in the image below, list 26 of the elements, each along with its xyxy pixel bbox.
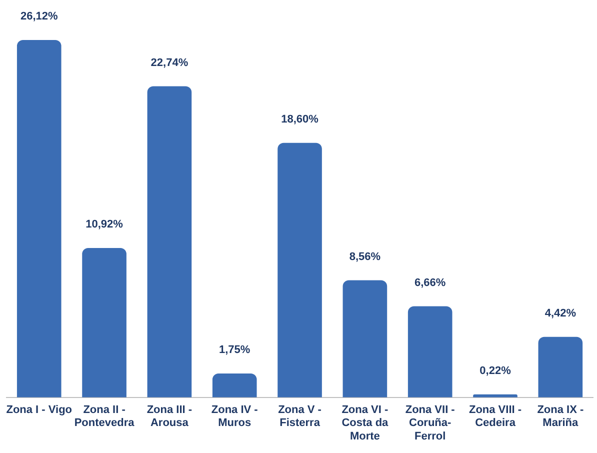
- bar: [212, 373, 257, 398]
- data-label: 8,56%: [349, 250, 381, 263]
- bar: [278, 142, 322, 398]
- x-tick-label: Zona I - Vigo: [6, 404, 72, 416]
- x-tick-label: Zona V - Fisterra: [278, 404, 322, 430]
- data-label: 4,42%: [544, 307, 576, 320]
- x-tick-label: Zona IX - Mariña: [537, 404, 584, 430]
- bar: [538, 336, 583, 398]
- data-label: 6,66%: [414, 276, 446, 289]
- x-tick-label: Zona VI - Costa da Morte: [342, 404, 390, 442]
- x-tick-label: Zona VII - Coruña-Ferrol: [405, 404, 456, 442]
- data-label: 0,22%: [480, 364, 512, 377]
- bar: [82, 248, 126, 398]
- x-tick-label: Zona II - Pontevedra: [74, 404, 136, 430]
- bar: [408, 306, 452, 398]
- x-tick-label: Zona IV - Muros: [211, 404, 258, 430]
- data-label: 1,75%: [219, 344, 250, 356]
- data-label: 22,74%: [150, 56, 188, 69]
- x-tick-label: Zona III - Arousa: [146, 404, 192, 430]
- data-label: 18,60%: [281, 113, 319, 126]
- bar: [16, 40, 62, 398]
- data-label: 26,12%: [20, 10, 58, 23]
- x-tick-label: Zona VIII - Cedeira: [468, 404, 522, 430]
- data-label: 10,92%: [86, 218, 124, 231]
- bar: [342, 280, 388, 398]
- bar: [147, 86, 192, 398]
